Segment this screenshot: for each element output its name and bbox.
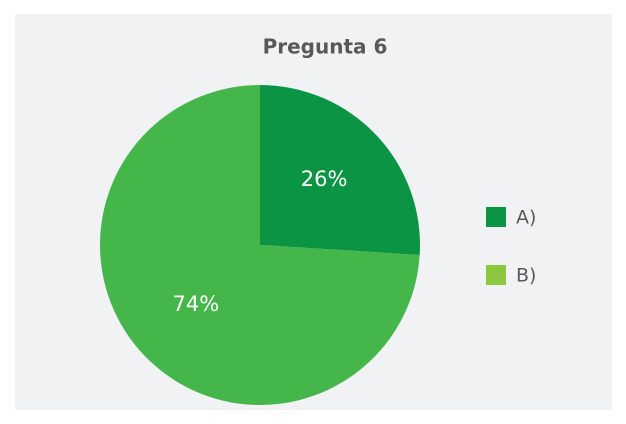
legend-swatch [486, 207, 506, 227]
pie-slice [99, 85, 420, 405]
chart-title: Pregunta 6 [263, 35, 388, 59]
legend-label: B) [516, 265, 536, 287]
data-label: 74% [173, 292, 220, 316]
pie-slice [260, 85, 420, 256]
legend-label: A) [516, 207, 536, 229]
legend-swatch [486, 265, 506, 285]
data-label: 26% [301, 167, 348, 191]
